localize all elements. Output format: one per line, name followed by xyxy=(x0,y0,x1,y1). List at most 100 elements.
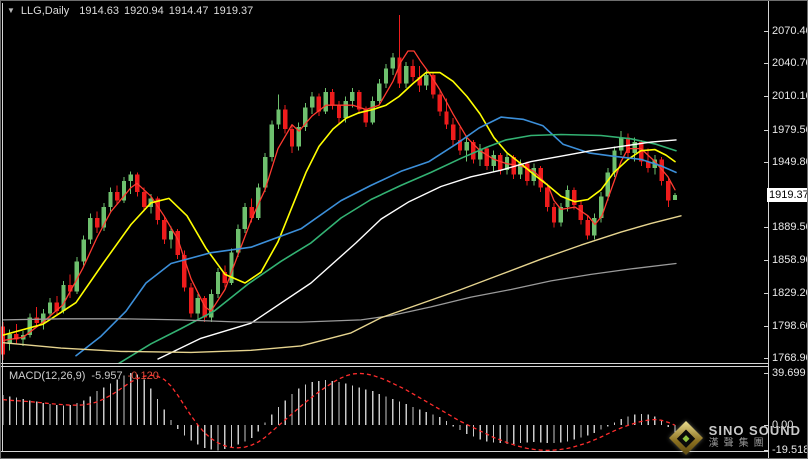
candle-up xyxy=(303,107,308,127)
candle-down xyxy=(188,287,194,314)
candle-up xyxy=(168,230,174,240)
candle-down xyxy=(410,66,416,77)
candle-down xyxy=(94,217,100,228)
candle-up xyxy=(242,207,248,229)
logo-text-cn: 漢聲集團 xyxy=(708,438,769,449)
price-tick-label: 1979.50 xyxy=(772,123,808,136)
macd-main-value: -5.957 xyxy=(91,370,123,382)
candle-down xyxy=(316,96,322,112)
candle-down xyxy=(356,92,362,110)
candle-up xyxy=(81,239,86,262)
axis-tick-mark xyxy=(764,96,769,98)
candle-up xyxy=(262,157,268,188)
logo-text-en: SINO SOUND xyxy=(708,423,801,438)
candle-up xyxy=(128,174,133,182)
candle-up xyxy=(518,163,523,175)
ohlc-close: 1919.37 xyxy=(213,5,254,17)
price-tick-label: 1949.80 xyxy=(772,155,808,168)
candle-up xyxy=(598,196,604,218)
sino-sound-diamond-icon xyxy=(668,420,703,455)
axis-tick-mark xyxy=(764,325,769,327)
candle-up xyxy=(424,74,429,86)
candle-down xyxy=(336,105,342,119)
candle-down xyxy=(666,181,671,201)
macd-indicator-label: MACD(12,26,9) -5.957 -0.120 xyxy=(9,370,159,382)
candle-down xyxy=(397,57,402,84)
chart-title: ▼ LLG,Daily 1914.63 1920.94 1914.47 1919.37 xyxy=(7,5,258,17)
candle-down xyxy=(182,254,187,288)
candle-up xyxy=(108,191,113,208)
candle-up xyxy=(404,66,409,84)
candle-down xyxy=(451,124,456,140)
ohlc-open: 1914.63 xyxy=(79,5,119,17)
candle-up xyxy=(296,126,301,147)
candle-up xyxy=(612,150,617,173)
candle-up xyxy=(672,194,678,200)
candle-up xyxy=(121,181,127,201)
price-tick-label: 1889.50 xyxy=(772,221,808,234)
candle-up xyxy=(605,172,610,197)
ma-line-blue xyxy=(75,116,677,357)
candle-up xyxy=(370,100,375,123)
candle-up xyxy=(491,155,496,166)
axis-tick-mark xyxy=(764,227,769,229)
axis-tick-mark xyxy=(764,63,769,65)
candle-up xyxy=(47,302,53,314)
candle-up xyxy=(101,207,106,228)
candle-up xyxy=(464,142,469,151)
candle-up xyxy=(558,207,563,223)
macd-tick-label: -19.518 xyxy=(772,444,808,457)
candle-down xyxy=(68,285,73,292)
axis-tick-mark xyxy=(764,129,769,131)
candle-down xyxy=(545,187,550,208)
ma-line-yellow xyxy=(2,71,676,336)
axis-tick-mark xyxy=(764,425,769,426)
ma-line-fast-red xyxy=(2,50,676,342)
candle-down xyxy=(222,272,227,284)
candle-up xyxy=(309,96,315,108)
candle-up xyxy=(88,217,93,240)
candle-up xyxy=(390,57,395,69)
candle-up xyxy=(229,252,234,284)
candle-down xyxy=(283,109,288,130)
macd-signal-value: -0.120 xyxy=(127,370,159,382)
price-tick-label: 1768.90 xyxy=(772,351,808,364)
axis-tick-mark xyxy=(764,357,769,359)
candle-down xyxy=(484,148,490,166)
candle-down xyxy=(572,189,577,205)
candle-down xyxy=(54,302,59,312)
candle-up xyxy=(61,285,66,312)
current-price-tag: 1919.37 xyxy=(767,188,808,202)
macd-name: MACD(12,26,9) xyxy=(9,370,86,382)
ma-line-khaki xyxy=(2,215,682,354)
candle-up xyxy=(276,109,281,125)
macd-signal-line xyxy=(2,372,676,452)
candle-down xyxy=(578,204,584,221)
candle-down xyxy=(289,129,295,147)
ma-line-white xyxy=(157,139,677,360)
candle-up xyxy=(377,83,382,101)
candle-down xyxy=(202,298,207,318)
price-tick-label: 2040.70 xyxy=(772,57,808,70)
candle-down xyxy=(471,142,476,160)
candle-down xyxy=(363,109,369,123)
candle-down xyxy=(141,191,147,208)
price-tick-label: 1798.60 xyxy=(772,319,808,332)
axis-tick-mark xyxy=(764,450,769,452)
price-tick-label: 1858.90 xyxy=(772,254,808,267)
candle-down xyxy=(417,76,422,86)
symbol-dropdown-arrow-icon[interactable]: ▼ xyxy=(7,6,15,15)
candle-up xyxy=(209,293,214,318)
candle-down xyxy=(430,74,436,95)
axis-tick-mark xyxy=(764,31,769,32)
axis-tick-mark xyxy=(764,292,769,294)
candle-up xyxy=(592,217,597,236)
candle-down xyxy=(175,230,180,255)
macd-tick-label: 39.699 xyxy=(772,367,806,380)
candle-up xyxy=(383,68,389,84)
candle-down xyxy=(457,139,463,151)
candle-up xyxy=(619,137,624,151)
candle-up xyxy=(41,313,46,324)
candle-up xyxy=(27,317,33,336)
